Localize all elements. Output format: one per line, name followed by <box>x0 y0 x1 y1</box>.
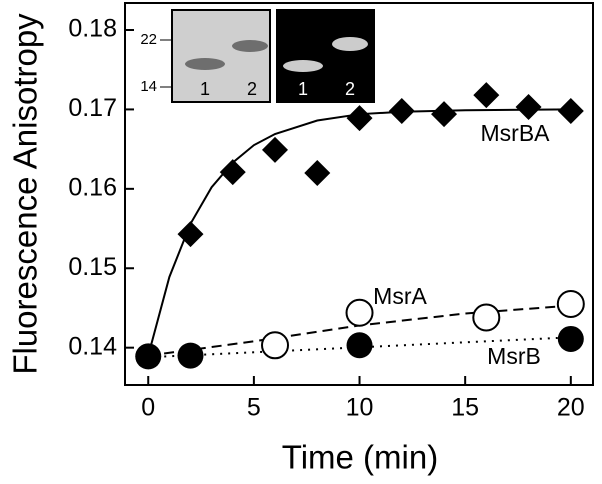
band <box>232 40 268 52</box>
diamond-marker <box>473 82 500 109</box>
series-label: MsrA <box>373 283 427 309</box>
x-axis-title: Time (min) <box>282 439 438 476</box>
fit-line <box>148 336 571 359</box>
open-circle-marker <box>472 303 501 332</box>
filled-circle-marker <box>177 342 204 369</box>
diamond-marker <box>515 94 542 121</box>
y-axis-title: Fluorescence Anisotropy <box>7 13 44 375</box>
x-tick-label: 15 <box>451 394 479 422</box>
diamond-marker <box>557 98 584 125</box>
gel-light <box>171 9 271 103</box>
open-circle-marker <box>345 298 374 327</box>
x-tick-label: 20 <box>557 394 585 422</box>
marker-label: 22 <box>140 31 157 48</box>
diamond-marker <box>431 101 458 128</box>
lane-label: 2 <box>247 79 257 99</box>
marker-label: 14 <box>140 78 157 95</box>
diamond-marker <box>177 221 204 248</box>
x-tick-label: 5 <box>247 394 261 422</box>
series-label: MsrBA <box>481 120 551 146</box>
y-tick-label: 0.14 <box>68 332 117 360</box>
y-tick-label: 0.15 <box>68 253 117 281</box>
filled-circle-marker <box>557 325 584 352</box>
x-tick-label: 0 <box>141 394 155 422</box>
lane-label: 2 <box>345 79 355 99</box>
open-circle-marker <box>261 331 290 360</box>
series-label: MsrB <box>487 343 541 369</box>
lane-label: 1 <box>200 79 210 99</box>
diamond-marker <box>262 136 289 163</box>
y-tick-label: 0.16 <box>68 173 117 201</box>
filled-circle-marker <box>346 332 373 359</box>
inset: 22 14 1 2 1 2 <box>140 9 375 103</box>
lane-label: 1 <box>298 79 308 99</box>
y-tick-label: 0.18 <box>68 15 117 43</box>
diamond-marker <box>346 105 373 132</box>
gel-dark <box>276 9 375 103</box>
y-tick-label: 0.17 <box>68 94 117 122</box>
filled-circle-marker <box>135 343 162 370</box>
band <box>185 58 225 70</box>
x-tick-label: 10 <box>346 394 374 422</box>
diamond-marker <box>304 159 331 186</box>
open-circle-marker <box>556 289 585 318</box>
diamond-marker <box>219 159 246 186</box>
band <box>332 37 368 51</box>
diamond-marker <box>388 98 415 125</box>
band <box>283 60 323 72</box>
